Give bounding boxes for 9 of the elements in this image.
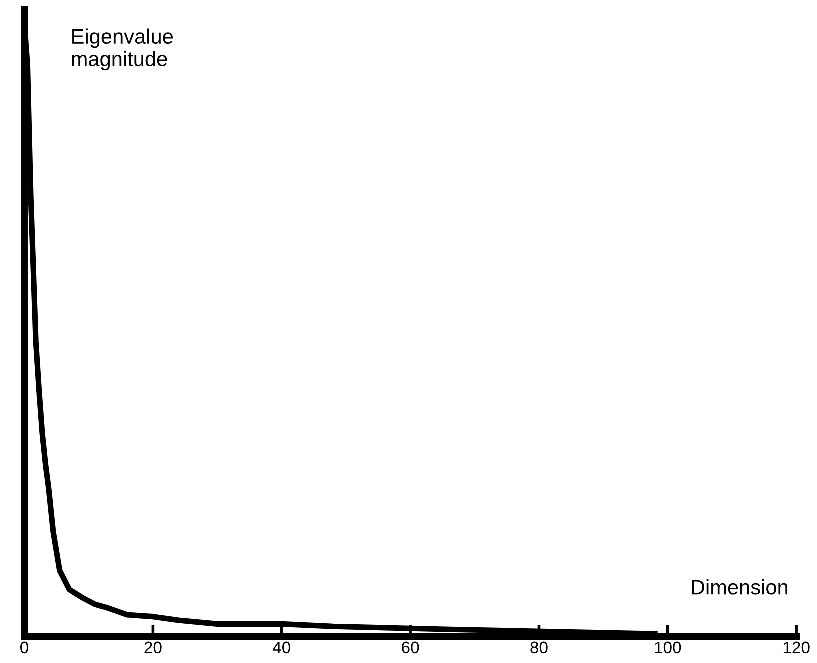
x-tick-label: 100 [655, 642, 682, 654]
x-tick-label: 20 [144, 642, 162, 654]
x-tick-label: 40 [272, 642, 290, 654]
x-tick-label: 80 [530, 642, 548, 654]
x-axis-title: Dimension [692, 579, 788, 595]
x-tick-label: 60 [402, 642, 420, 654]
x-tick-label: 0 [20, 642, 28, 654]
y-axis-title: Eigenvalue magnitude [72, 28, 173, 71]
x-tick-label: 120 [784, 642, 810, 654]
